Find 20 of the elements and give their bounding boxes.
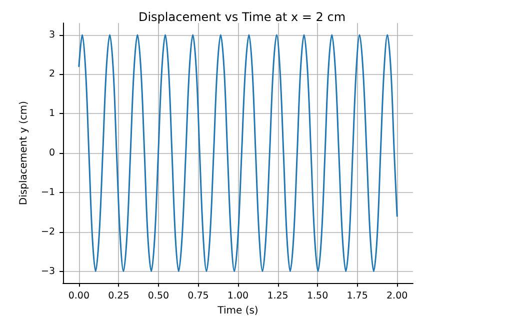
x-tick-label: 0.00 — [68, 290, 90, 302]
y-tick-label: 0 — [48, 148, 55, 159]
x-tick-label: 0.25 — [108, 290, 130, 302]
x-tick-label: 2.00 — [386, 290, 408, 302]
y-tick-label: −1 — [40, 186, 55, 198]
x-tick-label: 1.75 — [346, 290, 368, 302]
y-tick-label: 3 — [48, 29, 55, 40]
x-axis-title: Time (s) — [216, 306, 258, 316]
x-tick-label: 1.00 — [227, 290, 249, 302]
x-tick-label: 0.75 — [188, 290, 209, 302]
x-tick-label: 0.50 — [148, 290, 170, 302]
y-tick-label: −2 — [40, 226, 55, 238]
y-axis-title: Displacement y (cm) — [18, 100, 30, 206]
x-tick-label: 1.50 — [306, 290, 328, 302]
y-tick-label: 2 — [48, 68, 55, 80]
line-series — [78, 34, 398, 272]
x-tick-label: 1.25 — [267, 290, 288, 302]
y-tick-label: 1 — [48, 108, 55, 120]
y-tick-label: −3 — [40, 266, 55, 277]
chart-title: Displacement vs Time at x = 2 cm — [138, 10, 346, 24]
